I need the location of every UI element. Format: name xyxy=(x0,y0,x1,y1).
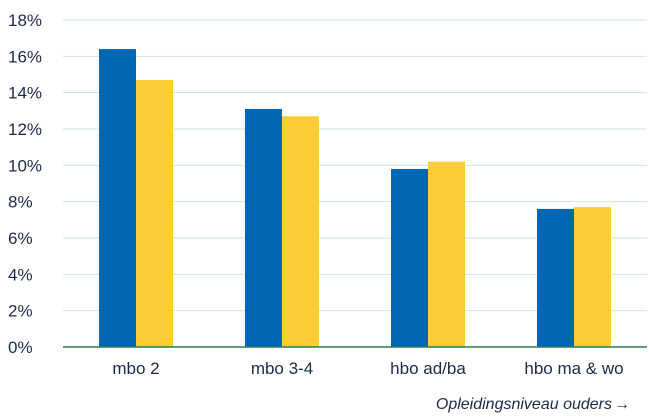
x-axis-category-labels: mbo 2 mbo 3-4 hbo ad/ba hbo ma & wo xyxy=(112,359,623,378)
bar-series-1-1 xyxy=(99,49,136,348)
y-tick-label: 2% xyxy=(8,302,33,321)
bar-series-1-4 xyxy=(537,208,574,347)
bar-series-2-4 xyxy=(574,207,611,347)
y-tick-label: 18% xyxy=(8,11,42,30)
bar-series-2-3 xyxy=(428,161,465,347)
bar-series-1-3 xyxy=(391,168,428,347)
y-tick-label: 6% xyxy=(8,229,33,248)
y-tick-label: 10% xyxy=(8,156,42,175)
bar-series-1-2 xyxy=(245,109,282,348)
x-category-label: hbo ad/ba xyxy=(390,359,466,378)
y-tick-label: 16% xyxy=(8,47,42,66)
y-axis-tick-labels: 0% 2% 4% 6% 8% 10% 12% 14% 16% 18% xyxy=(8,11,42,357)
y-tick-label: 0% xyxy=(8,338,33,357)
x-category-label: hbo ma & wo xyxy=(524,359,623,378)
x-axis-arrow-icon: → xyxy=(614,396,630,413)
x-axis-title-group: Opleidingsniveau ouders → xyxy=(436,396,630,413)
bar-series-2-2 xyxy=(282,116,319,348)
bars xyxy=(99,49,611,348)
x-category-label: mbo 3-4 xyxy=(251,359,313,378)
y-tick-label: 12% xyxy=(8,120,42,139)
bar-series-2-1 xyxy=(136,79,173,347)
x-axis-title: Opleidingsniveau ouders xyxy=(436,396,612,413)
x-category-label: mbo 2 xyxy=(112,359,159,378)
y-tick-label: 8% xyxy=(8,193,33,212)
y-tick-label: 14% xyxy=(8,84,42,103)
y-tick-label: 4% xyxy=(8,265,33,284)
